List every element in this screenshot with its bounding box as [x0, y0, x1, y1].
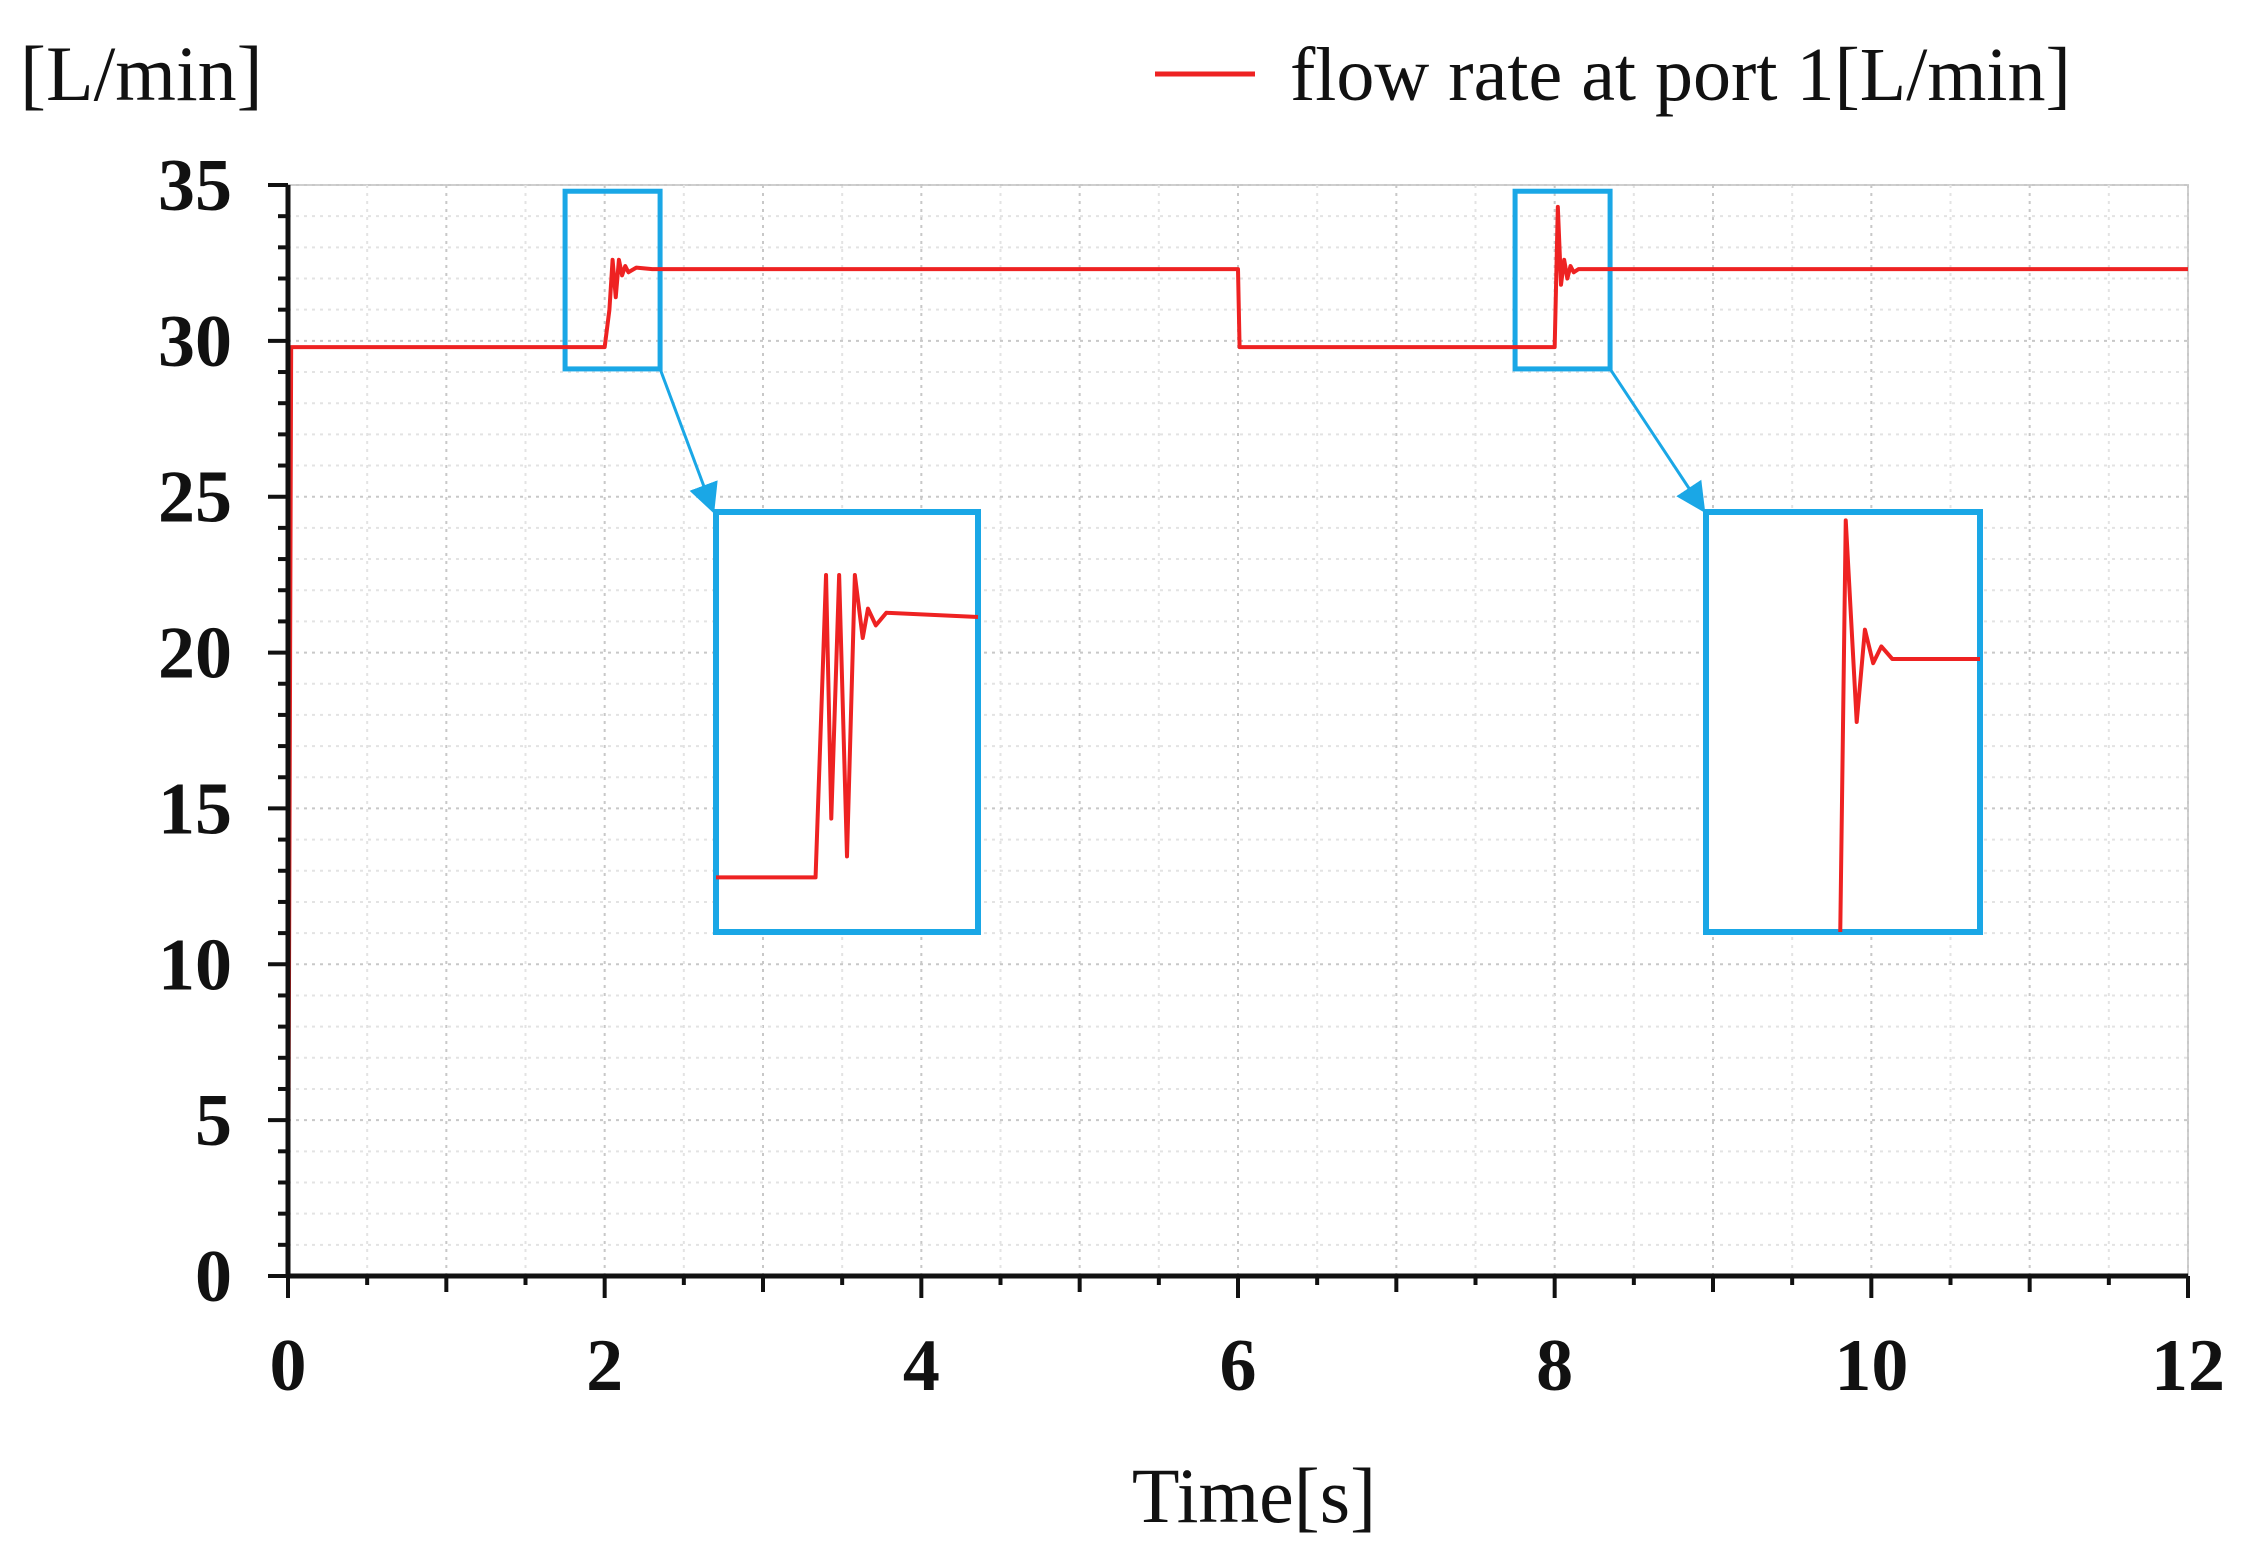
axes [268, 183, 2190, 1298]
zoom-source-boxes [562, 188, 1613, 372]
zoom-callout-arrow [658, 368, 718, 514]
zoom-inset-line [1838, 518, 1980, 933]
series-line [286, 204, 2188, 1277]
legend: flow rate at port 1[L/min] [1155, 33, 2071, 117]
y-tick-label: 25 [158, 457, 232, 539]
x-tick-label: 12 [2151, 1325, 2225, 1407]
zoom-inset-panel [713, 509, 981, 935]
x-tick-label: 8 [1536, 1325, 1573, 1407]
x-axis-title: Time[s] [1132, 1452, 1376, 1539]
y-tick-label: 5 [195, 1080, 232, 1162]
x-tick-label: 4 [903, 1325, 940, 1407]
y-tick-label: 15 [158, 768, 232, 850]
x-tick-labels: 0 2 4 6 8 10 12 [270, 1325, 2226, 1407]
zoom-callout-arrow [1608, 368, 1706, 514]
series-layer [286, 204, 2188, 1277]
zoom-source-box [1512, 188, 1613, 372]
y-tick-label: 30 [158, 301, 232, 383]
y-axis-title: [L/min] [20, 30, 263, 117]
y-tick-label: 35 [158, 145, 232, 227]
zoom-inset-line [716, 573, 979, 880]
x-tick-label: 6 [1220, 1325, 1257, 1407]
y-tick-label: 20 [158, 613, 232, 695]
zoom-source-box [562, 188, 663, 372]
y-tick-label: 0 [195, 1236, 232, 1318]
x-tick-label: 0 [270, 1325, 307, 1407]
x-tick-label: 2 [586, 1325, 623, 1407]
legend-label: flow rate at port 1[L/min] [1290, 33, 2071, 117]
y-tick-label: 10 [158, 924, 232, 1006]
x-tick-label: 10 [1834, 1325, 1908, 1407]
y-tick-labels: 0 5 10 15 20 25 30 35 [158, 145, 232, 1318]
zoom-insets [658, 368, 1983, 935]
